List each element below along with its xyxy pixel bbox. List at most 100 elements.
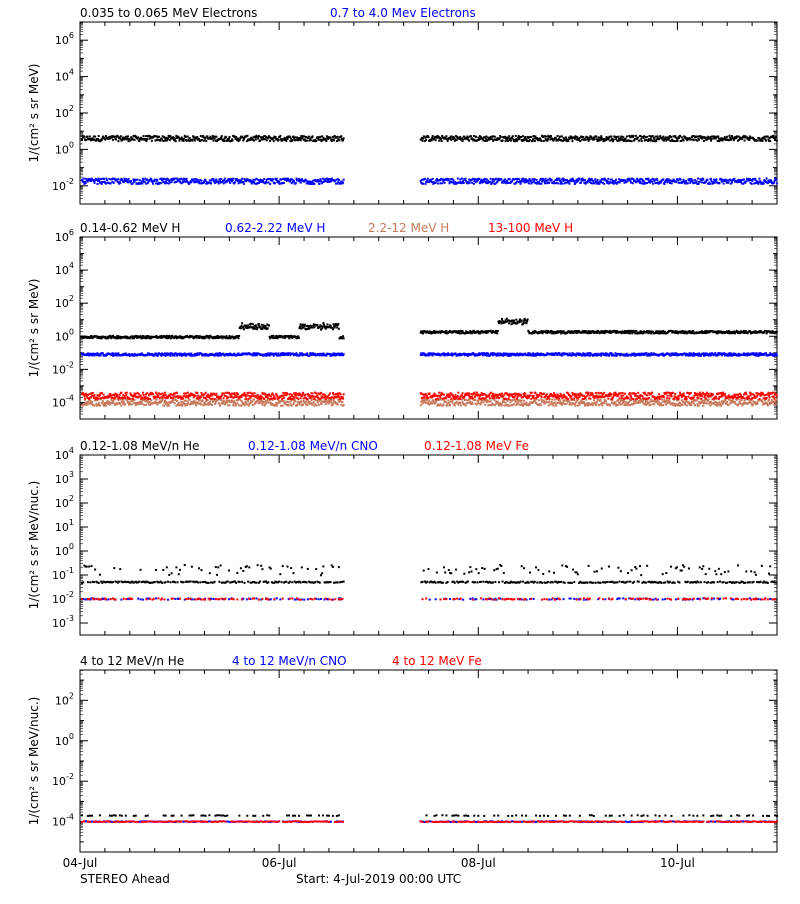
data-point xyxy=(704,332,706,334)
data-point xyxy=(103,178,105,180)
data-point xyxy=(744,139,746,141)
data-point xyxy=(539,183,541,185)
data-point xyxy=(561,135,563,137)
data-point xyxy=(165,355,167,357)
data-point xyxy=(176,400,178,402)
data-point xyxy=(544,182,546,184)
data-point xyxy=(523,139,525,141)
data-point xyxy=(432,178,434,180)
data-point xyxy=(343,337,345,339)
data-point xyxy=(120,135,122,137)
data-point xyxy=(112,139,114,141)
legend-label: 0.035 to 0.065 MeV Electrons xyxy=(80,6,257,20)
data-point xyxy=(117,178,119,180)
data-point xyxy=(649,330,651,332)
data-point xyxy=(581,139,583,141)
data-point xyxy=(557,182,559,184)
data-point xyxy=(272,137,274,139)
data-point xyxy=(267,327,269,329)
data-point xyxy=(218,403,220,405)
data-point xyxy=(437,182,439,184)
data-point xyxy=(509,178,511,180)
data-point xyxy=(338,179,340,181)
data-point xyxy=(428,352,430,354)
data-point xyxy=(528,182,530,184)
data-point xyxy=(217,181,219,183)
data-point xyxy=(214,403,216,405)
data-point xyxy=(530,136,532,138)
data-point xyxy=(668,137,670,139)
data-point xyxy=(252,404,254,406)
data-point xyxy=(479,332,481,334)
data-point xyxy=(547,138,549,140)
data-point xyxy=(694,179,696,181)
data-point xyxy=(319,136,321,138)
data-point xyxy=(775,136,777,138)
data-point xyxy=(590,182,592,184)
data-point xyxy=(299,326,301,328)
data-point xyxy=(636,178,638,180)
data-point xyxy=(628,178,630,180)
data-point xyxy=(278,352,280,354)
data-point xyxy=(524,181,526,183)
data-point xyxy=(126,138,128,140)
data-point xyxy=(183,138,185,140)
data-point xyxy=(743,178,745,180)
data-point xyxy=(610,139,612,141)
data-point xyxy=(278,139,280,141)
data-point xyxy=(485,138,487,140)
data-point xyxy=(336,327,338,329)
data-point xyxy=(709,136,711,138)
data-point xyxy=(435,139,437,141)
data-point xyxy=(214,182,216,184)
data-point xyxy=(208,337,210,339)
data-point xyxy=(733,178,735,180)
data-point xyxy=(567,140,569,142)
data-point xyxy=(209,403,211,405)
data-point xyxy=(257,327,259,329)
data-point xyxy=(521,319,523,321)
data-point xyxy=(513,179,515,181)
data-point xyxy=(232,139,234,141)
data-point xyxy=(699,181,701,183)
data-point xyxy=(229,404,231,406)
data-point xyxy=(280,179,282,181)
data-point xyxy=(241,401,243,403)
y-tick-label: 10-2 xyxy=(52,177,74,193)
y-axis-label: 1/(cm² s sr MeV) xyxy=(27,279,41,378)
data-point xyxy=(595,136,597,138)
data-point xyxy=(647,178,649,180)
data-point xyxy=(717,332,719,334)
data-point xyxy=(701,181,703,183)
data-point xyxy=(141,182,143,184)
data-point xyxy=(332,136,334,138)
data-point xyxy=(233,400,235,402)
data-point xyxy=(215,179,217,181)
data-point xyxy=(333,139,335,141)
data-point xyxy=(534,178,536,180)
data-point xyxy=(158,136,160,138)
data-point xyxy=(125,136,127,138)
data-point xyxy=(257,138,259,140)
data-point xyxy=(728,139,730,141)
data-point xyxy=(171,181,173,183)
data-point xyxy=(114,398,116,400)
data-point xyxy=(276,178,278,180)
data-point xyxy=(512,322,514,324)
data-point xyxy=(266,402,268,404)
data-point xyxy=(105,135,107,137)
data-point xyxy=(600,181,602,183)
data-point xyxy=(472,332,474,334)
data-point xyxy=(515,135,517,137)
data-point xyxy=(175,140,177,142)
data-point xyxy=(111,352,113,354)
data-point xyxy=(160,182,162,184)
data-point xyxy=(656,135,658,137)
data-point xyxy=(774,139,776,141)
data-point xyxy=(110,182,112,184)
data-point xyxy=(463,182,465,184)
data-point xyxy=(252,328,254,330)
data-point xyxy=(250,323,252,325)
data-point xyxy=(524,136,526,138)
data-point xyxy=(486,355,488,357)
